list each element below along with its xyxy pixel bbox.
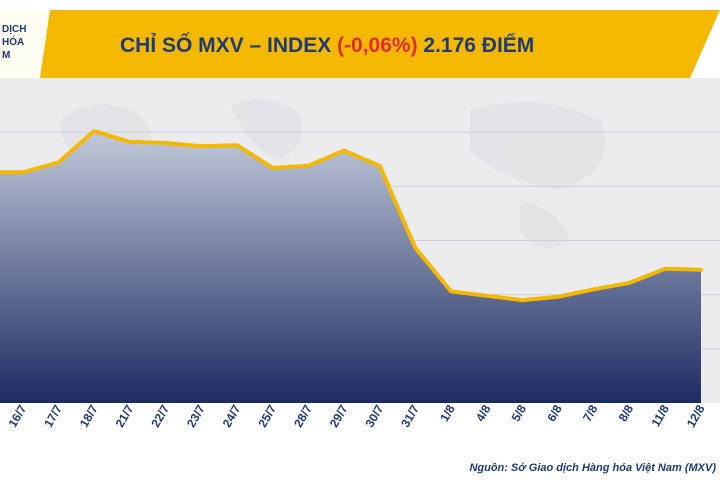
area-fill <box>0 131 701 403</box>
title-value: 2.176 ĐIỂM <box>418 34 535 57</box>
x-tick-label: 18/7 <box>77 402 101 430</box>
chart-title: CHỈ SỐ MXV – INDEX (-0,06%) 2.176 ĐIỂM <box>120 33 534 57</box>
x-tick-label: 5/8 <box>509 402 530 424</box>
x-tick-label: 6/8 <box>544 402 565 424</box>
x-tick-label: 1/8 <box>437 402 458 424</box>
x-tick-label: 29/7 <box>327 402 351 430</box>
x-tick-label: 16/7 <box>5 402 29 430</box>
x-tick-label: 12/8 <box>684 402 708 430</box>
x-tick-label: 7/8 <box>580 402 601 424</box>
x-tick-label: 4/8 <box>473 402 494 424</box>
series-line <box>0 129 703 303</box>
x-tick-label: 11/8 <box>648 402 672 429</box>
x-tick-label: 24/7 <box>220 402 244 430</box>
x-tick-label: 31/7 <box>398 402 422 430</box>
x-tick-label: 22/7 <box>148 402 172 430</box>
title-prefix: CHỈ SỐ MXV – INDEX <box>120 33 337 57</box>
x-axis-ticks: 15/716/717/718/721/722/723/724/725/728/7… <box>5 402 708 430</box>
x-tick-label: 23/7 <box>184 402 208 430</box>
title-change: (-0,06%) <box>337 34 418 57</box>
x-tick-label: 25/7 <box>255 402 279 430</box>
header-banner <box>0 10 720 78</box>
x-tick-label: 21/7 <box>113 402 137 430</box>
x-tick-label: 30/7 <box>362 402 386 430</box>
logo-line-3: M <box>2 50 10 61</box>
x-tick-label: 17/7 <box>41 402 65 430</box>
source-note: Nguồn: Sở Giao dịch Hàng hóa Việt Nam (M… <box>469 462 716 474</box>
logo-line-1: DỊCH <box>2 24 26 35</box>
x-tick-label: 28/7 <box>291 402 315 430</box>
logo-line-2: HÓA <box>2 35 24 48</box>
x-tick-label: 8/8 <box>616 402 637 424</box>
logo-badge <box>0 10 50 78</box>
